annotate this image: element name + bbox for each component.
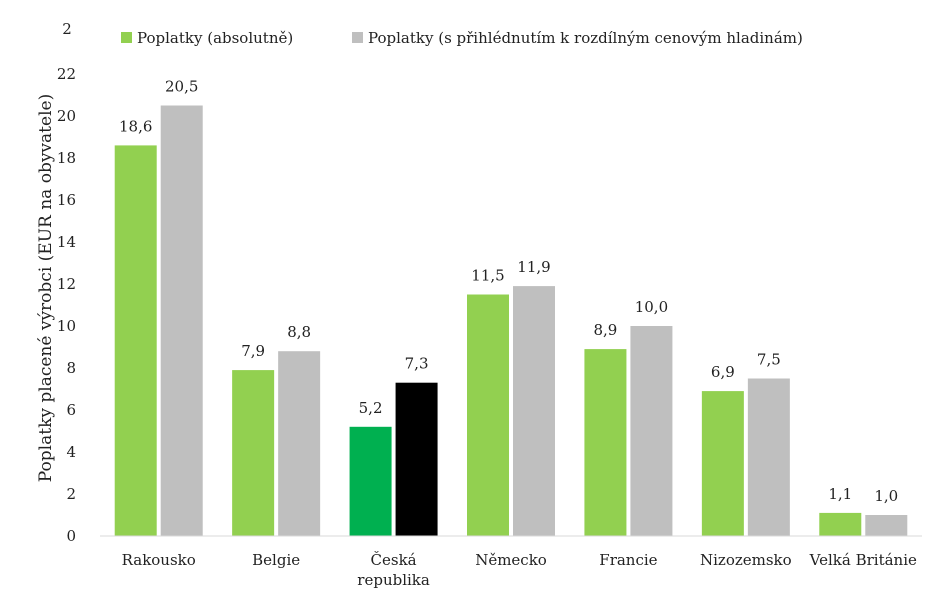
y-tick-label: 22 (57, 65, 76, 83)
category-labels: Rakousko Belgie Česká republika Německo Franc… (122, 551, 917, 589)
bar-price-adjusted (865, 515, 908, 536)
data-label-absolute: 8,9 (593, 321, 617, 339)
category-label: republika (357, 571, 430, 589)
bar-price-adjusted (395, 382, 438, 536)
data-labels: 18,6 20,5 7,9 8,8 5,2 7,3 11,5 11,9 8,9 10,0 6,9 7,… (119, 78, 898, 506)
bar-price-adjusted (630, 326, 673, 536)
data-label-absolute: 5,2 (359, 399, 383, 417)
y-axis-title: Poplatky placené výrobci (EUR na obyvate… (36, 94, 56, 482)
category-label: Rakousko (122, 551, 196, 569)
data-label-price-adjusted: 11,9 (517, 258, 550, 276)
data-label-absolute: 11,5 (471, 267, 504, 285)
category-label: Česká (371, 551, 417, 569)
clipped-top-tick-label: 2 (62, 20, 72, 38)
category-label: Francie (599, 551, 657, 569)
category-label: Belgie (252, 551, 300, 569)
bar-price-adjusted (747, 378, 790, 536)
data-label-price-adjusted: 1,0 (874, 487, 898, 505)
bar-price-adjusted (278, 351, 321, 536)
y-tick-label: 10 (57, 317, 76, 335)
data-label-price-adjusted: 7,5 (757, 351, 781, 369)
y-tick-label: 18 (57, 149, 76, 167)
y-tick-label: 12 (57, 275, 76, 293)
y-tick-label: 4 (66, 443, 76, 461)
bar-absolute (819, 512, 862, 536)
data-label-price-adjusted: 7,3 (405, 355, 429, 373)
y-tick-label: 6 (66, 401, 76, 419)
data-label-price-adjusted: 8,8 (287, 323, 311, 341)
y-tick-label: 8 (66, 359, 76, 377)
bar-absolute (701, 391, 744, 536)
data-label-absolute: 18,6 (119, 117, 152, 135)
bar-absolute (349, 426, 392, 536)
bar-absolute (584, 349, 627, 536)
bar-price-adjusted (160, 105, 203, 536)
category-label: Velká Británie (809, 551, 917, 569)
bar-absolute (467, 294, 509, 536)
legend-label-absolute: Poplatky (absolutně) (137, 29, 293, 47)
legend: Poplatky (absolutně) Poplatky (s přihléd… (121, 29, 803, 47)
bar-price-adjusted (513, 286, 555, 536)
y-tick-label: 2 (66, 485, 76, 503)
y-tick-label: 16 (57, 191, 76, 209)
y-axis-ticks: 0 2 4 6 8 10 12 14 16 18 20 22 (57, 65, 76, 545)
category-label: Německo (475, 551, 547, 569)
bar-absolute (232, 370, 275, 536)
y-tick-label: 14 (57, 233, 76, 251)
legend-label-price-adjusted: Poplatky (s přihlédnutím k rozdílným cen… (368, 29, 803, 47)
y-tick-label: 20 (57, 107, 76, 125)
y-tick-label: 0 (66, 527, 76, 545)
data-label-absolute: 6,9 (711, 363, 735, 381)
data-label-absolute: 7,9 (241, 342, 265, 360)
data-label-absolute: 1,1 (828, 485, 852, 503)
category-label: Nizozemsko (700, 551, 792, 569)
legend-swatch-price-adjusted (352, 32, 363, 43)
bar-absolute (114, 145, 157, 536)
legend-swatch-absolute (121, 32, 132, 43)
data-label-price-adjusted: 20,5 (165, 78, 198, 96)
data-label-price-adjusted: 10,0 (635, 298, 668, 316)
bars (114, 105, 908, 536)
